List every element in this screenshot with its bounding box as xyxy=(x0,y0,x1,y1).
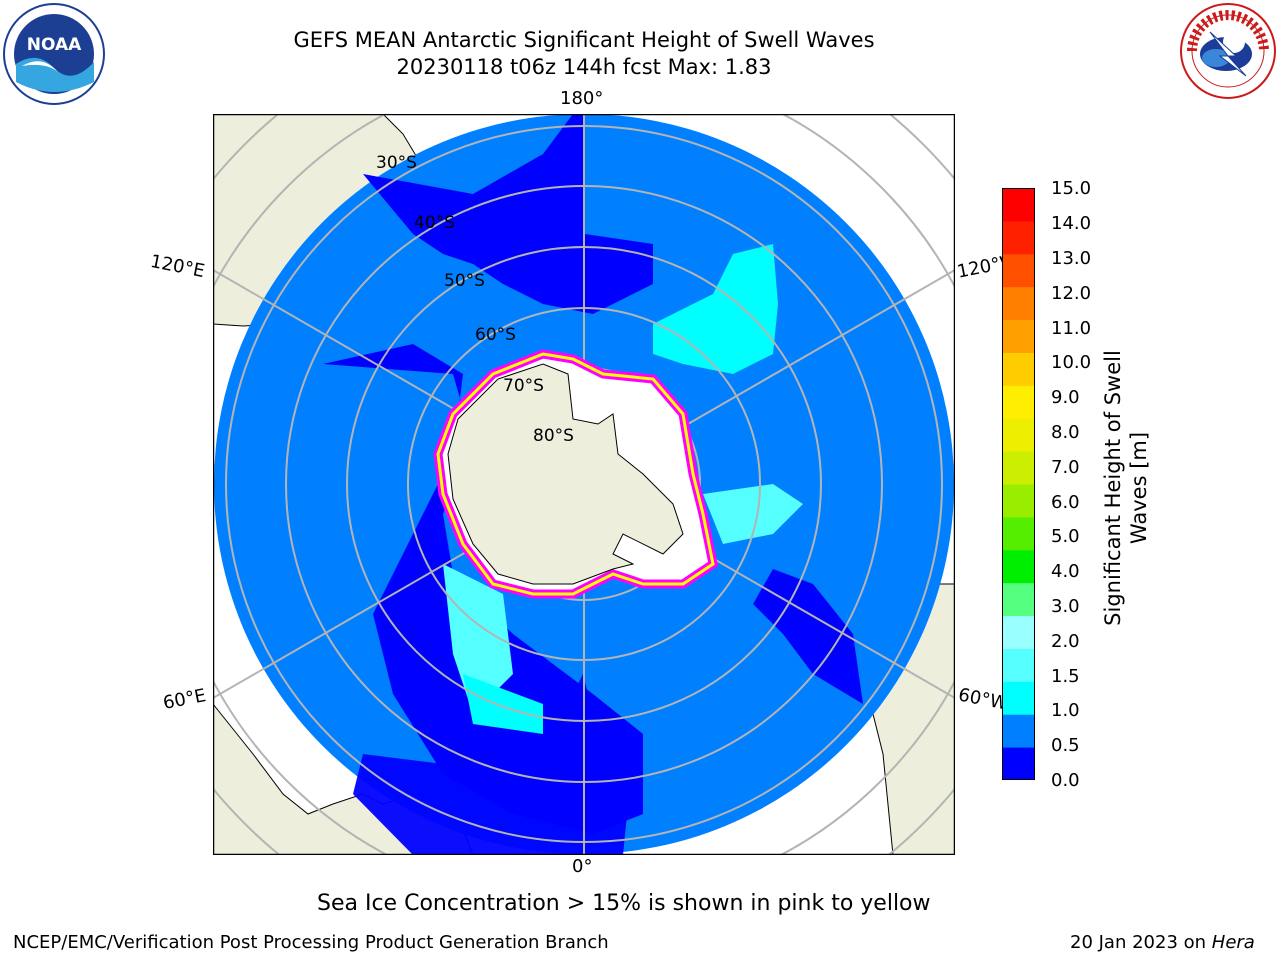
swell-low-tasman xyxy=(363,114,653,314)
lon-label-60e: 60°E xyxy=(161,685,208,714)
swell-mod-atlantic xyxy=(443,564,513,714)
tick-label: 2.0 xyxy=(1051,631,1080,652)
tick-label: 5.0 xyxy=(1051,526,1080,547)
land-antarctica xyxy=(447,363,684,585)
svg-text:NOAA: NOAA xyxy=(27,35,82,55)
tick-label: 12.0 xyxy=(1051,283,1092,304)
colorbar-ticks: 15.0 14.0 13.0 12.0 11.0 10.0 9.0 8.0 7.… xyxy=(1035,180,1105,790)
tick-label: 7.0 xyxy=(1051,457,1080,478)
colorbar-segments xyxy=(1002,188,1035,781)
polar-map-canvas xyxy=(212,113,956,856)
colorbar xyxy=(1002,188,1035,781)
swell-mod-east xyxy=(703,484,803,544)
colorbar-segment xyxy=(1002,615,1035,649)
lon-label-0: 0° xyxy=(572,856,593,877)
polar-map xyxy=(212,113,956,856)
tick-label: 1.0 xyxy=(1051,700,1080,721)
chart-subtitle: 20230118 t06z 144h fcst Max: 1.83 xyxy=(396,55,772,79)
colorbar-segment xyxy=(1002,549,1035,584)
footer-date: 20 Jan 2023 on Hera xyxy=(1070,932,1255,954)
tick-label: 11.0 xyxy=(1051,318,1092,339)
tick-label: 6.0 xyxy=(1051,492,1080,513)
tick-label: 4.0 xyxy=(1051,561,1080,582)
colorbar-segment xyxy=(1002,220,1035,255)
lat-label-60s: 60°S xyxy=(475,325,516,345)
tick-label: 13.0 xyxy=(1051,248,1092,269)
colorbar-segment xyxy=(1002,418,1035,452)
lon-label-120e: 120°E xyxy=(148,250,207,283)
tick-label: 10.0 xyxy=(1051,352,1092,373)
lat-label-40s: 40°S xyxy=(414,213,455,233)
footer-host: Hera xyxy=(1211,932,1255,953)
colorbar-title-line1: Significant Height of Swell xyxy=(1101,350,1125,626)
nws-logo xyxy=(1176,2,1280,100)
footer-date-text: 20 Jan 2023 on xyxy=(1070,932,1212,953)
chart-title: GEFS MEAN Antarctic Significant Height o… xyxy=(293,28,875,52)
colorbar-segment xyxy=(1002,319,1035,353)
footer-producer: NCEP/EMC/Verification Post Processing Pr… xyxy=(13,932,609,953)
lat-label-80s: 80°S xyxy=(533,426,574,446)
colorbar-segment xyxy=(1002,714,1035,748)
colorbar-segment xyxy=(1002,352,1035,386)
colorbar-segment xyxy=(1002,648,1035,682)
tick-label: 0.0 xyxy=(1051,770,1080,791)
colorbar-segment xyxy=(1002,286,1035,321)
lat-label-50s: 50°S xyxy=(444,271,485,291)
colorbar-title-line2: Waves [m] xyxy=(1127,431,1151,545)
sea-ice-note: Sea Ice Concentration > 15% is shown in … xyxy=(317,891,931,916)
swell-low-scotia xyxy=(753,569,863,704)
tick-label: 8.0 xyxy=(1051,422,1080,443)
colorbar-segment xyxy=(1002,681,1035,715)
tick-label: 3.0 xyxy=(1051,596,1080,617)
lat-label-70s: 70°S xyxy=(503,376,544,396)
swell-low-indian xyxy=(323,344,643,834)
colorbar-segment xyxy=(1002,582,1035,617)
lon-label-180: 180° xyxy=(560,88,604,109)
tick-label: 0.5 xyxy=(1051,735,1080,756)
colorbar-segment xyxy=(1002,253,1035,288)
swell-mod-south xyxy=(463,674,543,734)
tick-label: 15.0 xyxy=(1051,178,1092,199)
colorbar-segment xyxy=(1002,516,1035,551)
colorbar-segment xyxy=(1002,385,1035,419)
colorbar-border xyxy=(1002,188,1035,780)
swell-mod-south-pacific xyxy=(653,244,778,374)
colorbar-segment xyxy=(1002,451,1035,485)
colorbar-segment xyxy=(1002,484,1035,518)
colorbar-segment xyxy=(1002,747,1035,781)
noaa-logo: NOAA xyxy=(2,2,106,106)
colorbar-segment xyxy=(1002,188,1035,222)
tick-label: 9.0 xyxy=(1051,387,1080,408)
lat-label-30s: 30°S xyxy=(376,153,417,173)
tick-label: 14.0 xyxy=(1051,213,1092,234)
colorbar-title: Significant Height of Swell Waves [m] xyxy=(1100,338,1160,638)
tick-label: 1.5 xyxy=(1051,666,1080,687)
